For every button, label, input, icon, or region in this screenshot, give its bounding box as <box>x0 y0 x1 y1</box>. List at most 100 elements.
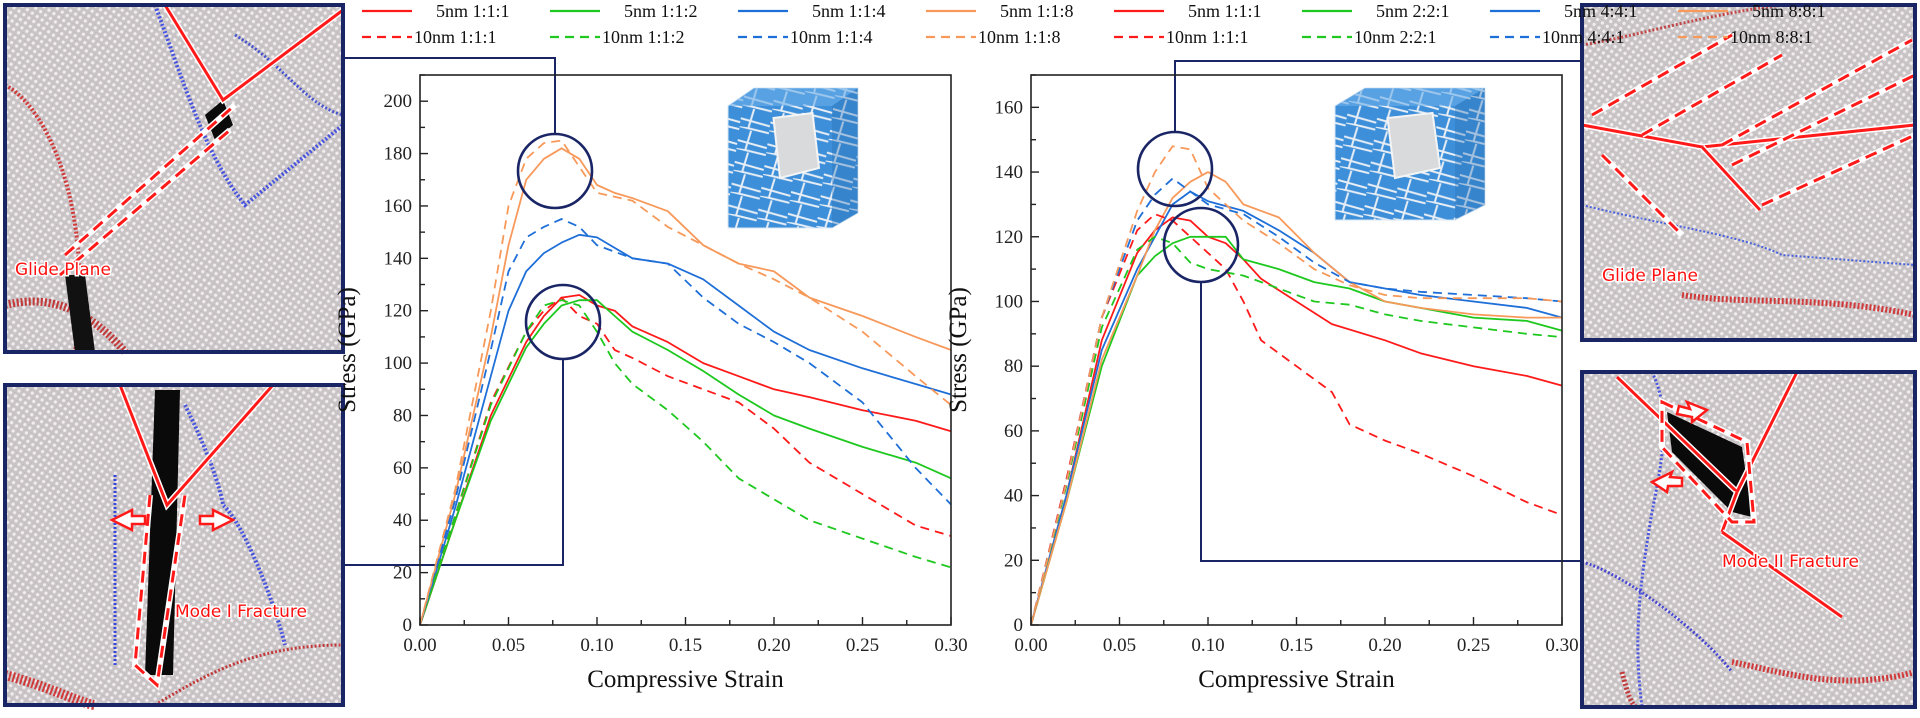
panel-label: Mode I Fracture <box>175 602 307 622</box>
y-tick-label: 200 <box>384 91 413 112</box>
y-tick-label: 120 <box>995 227 1024 248</box>
legend-entry: 5nm 2:2:1 <box>1302 1 1450 21</box>
legend-entry: 5nm 1:1:8 <box>926 1 1074 21</box>
connector-line <box>1200 282 1582 562</box>
connector-line <box>1174 60 1582 132</box>
panel-label: Mode II Fracture <box>1722 552 1859 572</box>
annotation-line <box>118 384 275 508</box>
arrow-left-icon <box>109 507 147 533</box>
void <box>65 275 95 352</box>
x-tick-label: 0.05 <box>492 635 525 656</box>
cube-void-region <box>1386 111 1442 180</box>
glide-plane-dashed-line <box>1721 38 1913 147</box>
arrow-right-icon <box>198 507 236 533</box>
zoom-circle <box>1136 130 1214 208</box>
series-line <box>419 139 952 626</box>
x-axis-title: Compressive Strain <box>1198 666 1395 693</box>
series-line <box>1030 171 1562 626</box>
x-tick-label: 0.15 <box>1280 635 1313 656</box>
cube-side-face <box>832 88 858 228</box>
legend-entry: 10nm 1:1:8 <box>926 27 1061 47</box>
series-line <box>419 233 952 626</box>
y-tick-label: 180 <box>384 144 413 165</box>
x-tick-label: 0.20 <box>757 635 790 656</box>
x-tick-label: 0.00 <box>403 635 436 656</box>
legend-entry: 10nm 4:4:1 <box>1490 27 1625 47</box>
atomistic-panels: Glide Plane Mode I Fracture Glide Plane Mod… <box>3 3 1917 710</box>
legend-entry: 5nm 1:1:1 <box>362 1 510 21</box>
y-tick-label: 40 <box>1004 486 1023 507</box>
annotation-line <box>1720 491 1739 533</box>
panel-frame <box>3 3 345 354</box>
x-tick-label: 0.10 <box>580 635 613 656</box>
x-axis-title: Compressive Strain <box>587 666 784 693</box>
legend-entry: 5nm 8:8:1 <box>1678 1 1826 21</box>
x-tick-label: 0.25 <box>846 635 879 656</box>
y-tick-label: 60 <box>393 458 412 479</box>
series-line <box>1030 145 1563 626</box>
x-tick-label: 0.05 <box>1103 635 1136 656</box>
chart-left: 0.00 0.05 0.10 0.15 0.20 0.25 0.30 0 20 40 60 80 100… <box>334 74 968 693</box>
annotation-halo <box>1599 152 1685 238</box>
y-tick-label: 160 <box>384 196 413 217</box>
atomic-lattice-image <box>1582 372 1915 707</box>
legend-entry: 10nm 2:2:1 <box>1302 27 1437 47</box>
y-tick-label: 80 <box>1004 356 1023 377</box>
series-line <box>419 299 952 626</box>
annotation-halo <box>63 102 237 258</box>
panel-label: Glide Plane <box>15 260 111 280</box>
legend-label: 10nm 1:1:1 <box>414 27 497 47</box>
legend-label: 10nm 1:1:8 <box>978 27 1061 47</box>
legend-label: 5nm 2:2:1 <box>1376 1 1450 21</box>
glide-plane-dashed-line <box>1761 133 1916 207</box>
legend: 5nm 1:1:1 5nm 1:1:2 5nm 1:1:4 5nm 1:1:8 5nm … <box>362 1 1826 47</box>
series-line <box>419 299 952 626</box>
panel-left-top: Glide Plane <box>3 3 345 355</box>
legend-entry: 10nm 1:1:4 <box>738 27 873 47</box>
panel-frame <box>3 383 345 707</box>
legend-label: 10nm 4:4:1 <box>1542 27 1625 47</box>
panel-left-bottom: Mode I Fracture <box>3 383 345 710</box>
cube-side-face <box>1455 88 1485 220</box>
legend-entry: 5nm 4:4:1 <box>1490 1 1638 21</box>
grain-boundary <box>1581 204 1916 266</box>
grain-boundary <box>153 4 345 208</box>
series-line <box>419 147 952 626</box>
series-line <box>1030 177 1563 626</box>
legend-label: 5nm 1:1:1 <box>1188 1 1262 21</box>
x-tick-label: 0.30 <box>934 635 967 656</box>
cube-void-region <box>772 111 821 180</box>
y-tick-label: 40 <box>393 510 412 531</box>
cube-top-face <box>728 88 858 106</box>
legend-entry: 5nm 1:1:1 <box>1114 1 1262 21</box>
glide-plane-dashed-line <box>133 494 187 689</box>
y-tick-label: 60 <box>1004 421 1023 442</box>
legend-entry: 10nm 1:1:1 <box>1114 27 1249 47</box>
x-tick-label: 0.10 <box>1191 635 1224 656</box>
arrow-left-icon <box>1649 469 1684 495</box>
annotation-line <box>1700 145 1762 212</box>
annotation-line <box>1721 530 1843 619</box>
annotation-halo <box>58 127 232 278</box>
zoom-connectors <box>343 57 1582 566</box>
legend-label: 10nm 1:1:2 <box>602 27 685 47</box>
legend-label: 10nm 2:2:1 <box>1354 27 1437 47</box>
cube-top-face <box>1335 88 1485 106</box>
grain-boundary <box>154 643 344 707</box>
x-tick-label: 0.15 <box>669 635 702 656</box>
y-tick-label: 20 <box>1004 550 1023 571</box>
y-tick-label: 0 <box>1014 615 1024 636</box>
zoom-circle <box>524 283 602 361</box>
x-tick-label: 0.30 <box>1545 635 1578 656</box>
grain-boundary <box>1731 659 1916 684</box>
y-axis-title: Stress (GPa) <box>334 287 361 413</box>
x-tick-label: 0.25 <box>1457 635 1490 656</box>
atomic-lattice-image <box>1582 5 1915 340</box>
y-tick-label: 100 <box>995 291 1024 312</box>
legend-label: 5nm 1:1:1 <box>436 1 510 21</box>
y-tick-label: 20 <box>393 563 412 584</box>
y-tick-label: 80 <box>393 405 412 426</box>
y-tick-label: 0 <box>403 615 413 636</box>
legend-label: 5nm 4:4:1 <box>1564 1 1638 21</box>
